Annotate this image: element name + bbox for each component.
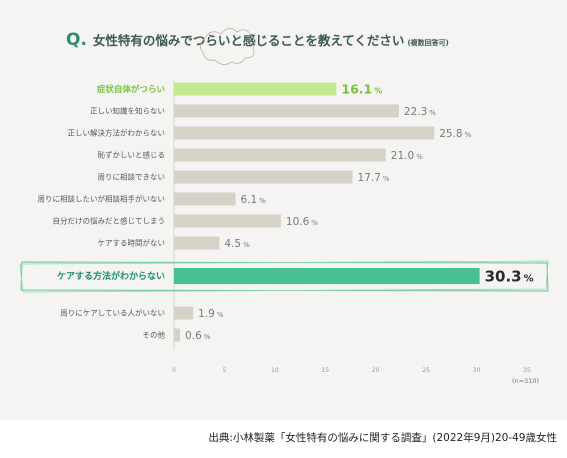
highlight-frame-echo bbox=[19, 260, 549, 293]
value-label: 30.3% bbox=[485, 267, 534, 285]
value-label: 6.1% bbox=[241, 194, 267, 206]
chart-panel bbox=[0, 0, 567, 420]
bar bbox=[174, 306, 194, 320]
value-label: 21.0% bbox=[391, 150, 423, 162]
sample-size-note: (n=310) bbox=[512, 377, 539, 385]
bar-chart: 0 5 10 15 20 25 30 35 (n=310) 症状自体がつらい 16.1 % 正しい知識を… bbox=[19, 28, 549, 385]
category-label: 周りに相談できない bbox=[98, 172, 166, 182]
x-tick-label: 5 bbox=[223, 367, 227, 374]
bar bbox=[174, 126, 435, 140]
category-label: ケアする方法がわからない bbox=[57, 270, 165, 282]
value-label: 16.1% bbox=[341, 82, 382, 97]
title-swirl-decoration bbox=[200, 28, 256, 65]
category-label: その他 bbox=[143, 330, 166, 340]
bar bbox=[174, 192, 236, 206]
bar bbox=[174, 236, 220, 250]
category-label: ケアする時間がない bbox=[98, 238, 166, 248]
value-label: 22.3% bbox=[404, 106, 436, 118]
bar bbox=[174, 214, 281, 228]
x-tick-label: 15 bbox=[321, 367, 329, 374]
bar bbox=[174, 82, 337, 96]
highlight-frame bbox=[20, 261, 549, 292]
value-label: 17.7% bbox=[358, 172, 390, 184]
value-label: 1.9% bbox=[198, 308, 224, 320]
category-label: 恥ずかしいと感じる bbox=[98, 150, 166, 160]
x-tick-label: 20 bbox=[372, 367, 380, 374]
category-label: 症状自体がつらい bbox=[97, 84, 165, 95]
source-citation: 出典:小林製薬「女性特有の悩みに関する調査」(2022年9月)20-49歳女性 bbox=[208, 432, 557, 444]
bar bbox=[174, 268, 480, 284]
question-text: 女性特有の悩みでつらいと感じることを教えてください bbox=[92, 33, 405, 48]
category-label: 周りに相談したいが相談相手がいない bbox=[38, 194, 166, 204]
question-note: (複数回答可) bbox=[407, 39, 449, 47]
value-label: 25.8% bbox=[439, 128, 471, 140]
value-label: 0.6% bbox=[185, 330, 211, 342]
category-label: 周りにケアしている人がいない bbox=[60, 308, 165, 318]
category-label: 自分だけの悩みだと感じてしまう bbox=[53, 216, 166, 226]
value-label: 4.5% bbox=[224, 238, 250, 250]
category-label: 正しい知識を知らない bbox=[90, 106, 165, 116]
bar bbox=[174, 328, 181, 342]
category-label: 正しい解決方法がわからない bbox=[68, 128, 166, 138]
value-label: 10.6% bbox=[286, 216, 318, 228]
question-mark: Q. bbox=[66, 30, 87, 50]
x-tick-label: 10 bbox=[271, 367, 279, 374]
question-title: Q. 女性特有の悩みでつらいと感じることを教えてください (複数回答可) bbox=[66, 30, 449, 52]
x-tick-label: 25 bbox=[422, 367, 430, 374]
bar bbox=[174, 148, 386, 162]
bar bbox=[174, 104, 399, 118]
x-tick-label: 30 bbox=[473, 367, 481, 374]
x-tick-label: 0 bbox=[172, 367, 176, 374]
x-tick-label: 35 bbox=[523, 367, 531, 374]
bar bbox=[174, 170, 353, 184]
